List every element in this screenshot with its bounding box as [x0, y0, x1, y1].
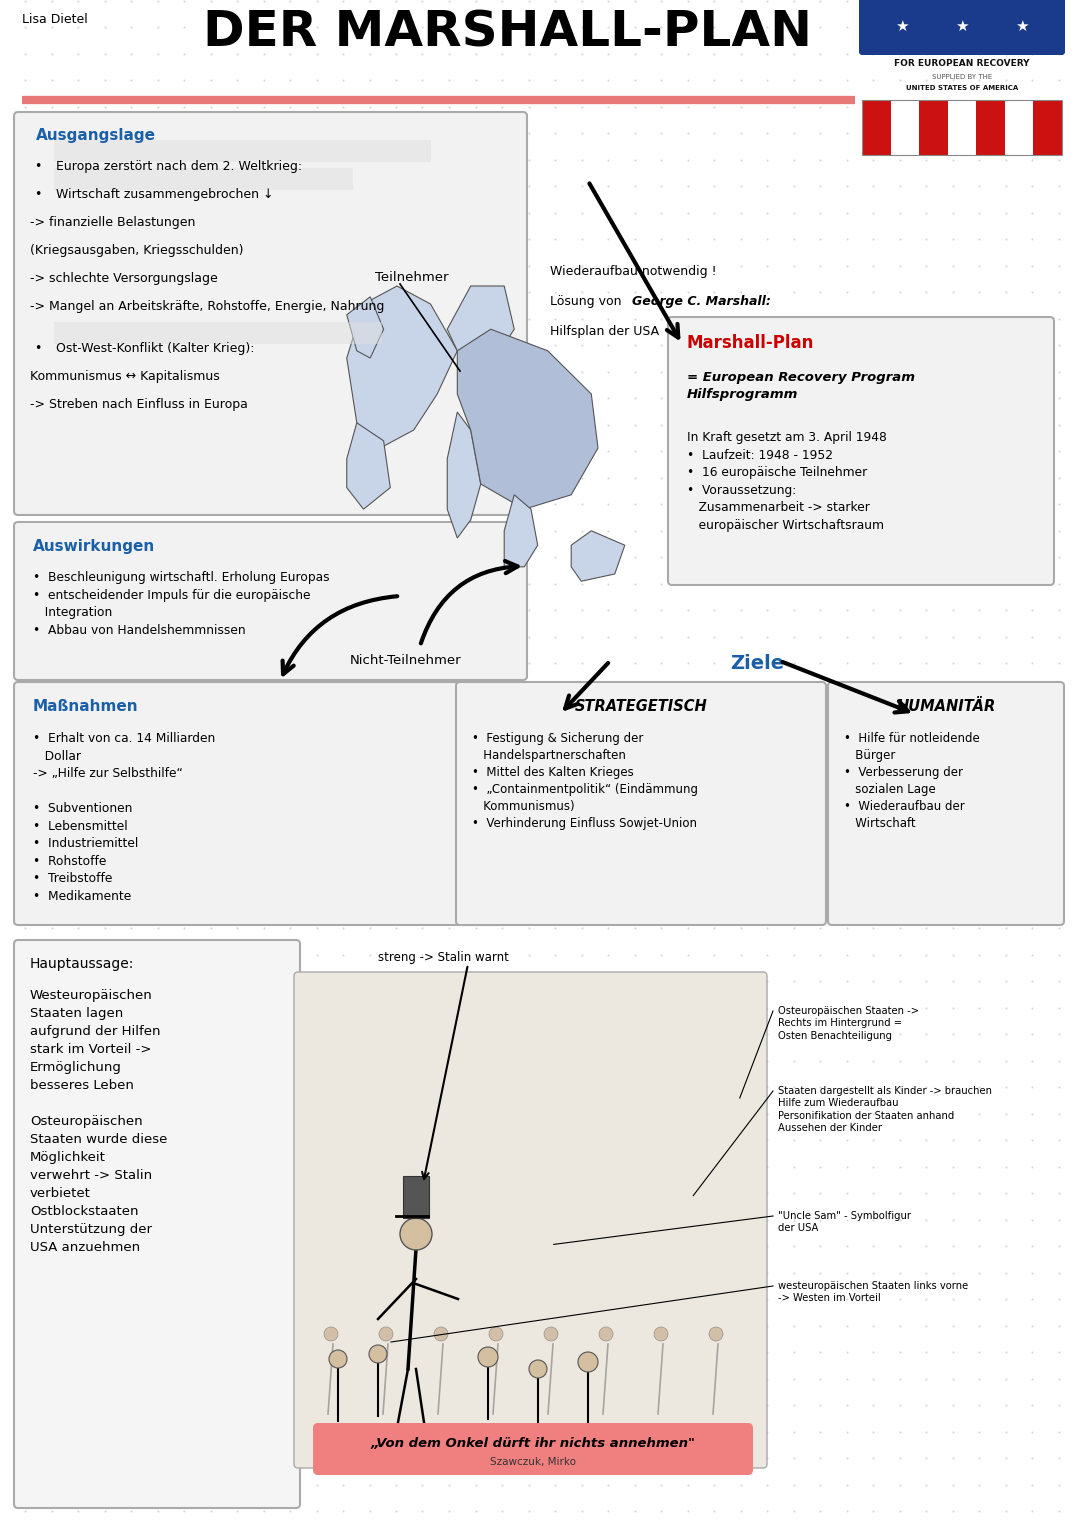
Text: Kommunismus ↔ Kapitalismus: Kommunismus ↔ Kapitalismus [30, 369, 219, 383]
Polygon shape [347, 423, 390, 510]
Text: -> finanzielle Belastungen: -> finanzielle Belastungen [30, 217, 195, 229]
Text: UNITED STATES OF AMERICA: UNITED STATES OF AMERICA [906, 85, 1018, 92]
Text: Wiederaufbau notwendig !: Wiederaufbau notwendig ! [550, 266, 717, 278]
Circle shape [578, 1352, 598, 1372]
Circle shape [599, 1328, 613, 1341]
Text: ★: ★ [955, 18, 969, 34]
Circle shape [324, 1328, 338, 1341]
Text: •: • [33, 188, 41, 201]
Text: •  Erhalt von ca. 14 Milliarden
   Dollar
-> „Hilfe zur Selbsthilfe“

•  Subvent: • Erhalt von ca. 14 Milliarden Dollar ->… [33, 732, 215, 902]
FancyBboxPatch shape [456, 682, 826, 925]
Bar [403, 1177, 429, 1218]
Text: Ziele: Ziele [730, 655, 784, 673]
Circle shape [434, 1328, 448, 1341]
Polygon shape [347, 285, 457, 449]
Circle shape [654, 1328, 669, 1341]
Circle shape [478, 1347, 498, 1367]
Text: HUMANITÄR: HUMANITÄR [896, 699, 996, 714]
Text: "Uncle Sam" - Symbolfigur
der USA: "Uncle Sam" - Symbolfigur der USA [778, 1212, 912, 1233]
Bar [948, 101, 976, 156]
Text: Ost-West-Konflikt (Kalter Krieg):: Ost-West-Konflikt (Kalter Krieg): [56, 342, 255, 356]
Text: (Kriegsausgaben, Kriegsschulden): (Kriegsausgaben, Kriegsschulden) [30, 244, 243, 256]
Text: -> Streben nach Einfluss in Europa: -> Streben nach Einfluss in Europa [30, 398, 248, 410]
Bar [919, 101, 948, 156]
Text: = European Recovery Program
Hilfsprogramm: = European Recovery Program Hilfsprogram… [687, 371, 915, 401]
FancyBboxPatch shape [54, 168, 353, 191]
Text: •  Beschleunigung wirtschaftl. Erholung Europas
•  entscheidender Impuls für die: • Beschleunigung wirtschaftl. Erholung E… [33, 571, 329, 636]
Text: Osteuropäischen Staaten ->
Rechts im Hintergrund =
Osten Benachteiligung: Osteuropäischen Staaten -> Rechts im Hin… [778, 1006, 919, 1041]
Text: SUPPLIED BY THE: SUPPLIED BY THE [932, 73, 993, 79]
Text: Lösung von: Lösung von [550, 295, 625, 308]
Bar [1004, 101, 1034, 156]
Text: •: • [33, 160, 41, 172]
Text: Nicht-Teilnehmer: Nicht-Teilnehmer [350, 655, 461, 667]
FancyBboxPatch shape [828, 682, 1064, 925]
Text: •  Festigung & Sicherung der
   Handelspartnerschaften
•  Mittel des Kalten Krie: • Festigung & Sicherung der Handelspartn… [472, 732, 698, 830]
FancyBboxPatch shape [14, 111, 527, 514]
Text: Lisa Dietel: Lisa Dietel [22, 14, 87, 26]
Text: ★: ★ [895, 18, 908, 34]
Text: FOR EUROPEAN RECOVERY: FOR EUROPEAN RECOVERY [894, 60, 1029, 69]
FancyBboxPatch shape [294, 972, 767, 1468]
Bar [862, 101, 1062, 156]
Text: westeuropäischen Staaten links vorne
-> Westen im Vorteil: westeuropäischen Staaten links vorne -> … [778, 1280, 969, 1303]
Circle shape [708, 1328, 723, 1341]
Text: Hilfsplan der USA: Hilfsplan der USA [550, 325, 659, 337]
Text: George C. Marshall:: George C. Marshall: [632, 295, 771, 308]
FancyBboxPatch shape [669, 317, 1054, 584]
Text: -> Mangel an Arbeitskräfte, Rohstoffe, Energie, Nahrung: -> Mangel an Arbeitskräfte, Rohstoffe, E… [30, 301, 384, 313]
Circle shape [369, 1344, 387, 1363]
Polygon shape [504, 494, 538, 566]
Text: Teilnehmer: Teilnehmer [375, 272, 448, 284]
FancyBboxPatch shape [14, 682, 507, 925]
Polygon shape [571, 531, 625, 581]
FancyBboxPatch shape [14, 522, 527, 681]
Text: streng -> Stalin warnt: streng -> Stalin warnt [378, 951, 509, 964]
FancyBboxPatch shape [54, 322, 382, 343]
Text: Auswirkungen: Auswirkungen [33, 539, 156, 554]
Text: Westeuropäischen
Staaten lagen
aufgrund der Hilfen
stark im Vorteil ->
Ermöglich: Westeuropäischen Staaten lagen aufgrund … [30, 989, 167, 1254]
Text: Marshall-Plan: Marshall-Plan [687, 334, 814, 353]
Polygon shape [457, 330, 598, 510]
Circle shape [329, 1351, 347, 1367]
Polygon shape [447, 285, 514, 365]
Circle shape [529, 1360, 546, 1378]
Text: STRATEGETISCH: STRATEGETISCH [575, 699, 707, 714]
Polygon shape [447, 412, 481, 539]
Circle shape [544, 1328, 558, 1341]
Text: Staaten dargestellt als Kinder -> brauchen
Hilfe zum Wiederaufbau
Personifikatio: Staaten dargestellt als Kinder -> brauch… [778, 1087, 993, 1134]
Bar [891, 101, 919, 156]
FancyBboxPatch shape [859, 0, 1065, 55]
Bar [1034, 101, 1062, 156]
Text: Ausgangslage: Ausgangslage [36, 128, 156, 143]
FancyBboxPatch shape [14, 940, 300, 1508]
Circle shape [400, 1218, 432, 1250]
Bar [976, 101, 1004, 156]
Text: Maßnahmen: Maßnahmen [33, 699, 138, 714]
Circle shape [379, 1328, 393, 1341]
Text: ★: ★ [1015, 18, 1029, 34]
Text: „Von dem Onkel dürft ihr nichts annehmen": „Von dem Onkel dürft ihr nichts annehmen… [370, 1437, 696, 1450]
Text: •  Hilfe für notleidende
   Bürger
•  Verbesserung der
   sozialen Lage
•  Wiede: • Hilfe für notleidende Bürger • Verbess… [843, 732, 980, 830]
Text: -> schlechte Versorgungslage: -> schlechte Versorgungslage [30, 272, 218, 285]
Bar [862, 101, 891, 156]
Text: Wirtschaft zusammengebrochen ↓: Wirtschaft zusammengebrochen ↓ [56, 188, 273, 201]
Text: In Kraft gesetzt am 3. April 1948
•  Laufzeit: 1948 - 1952
•  16 europäische Tei: In Kraft gesetzt am 3. April 1948 • Lauf… [687, 430, 887, 531]
Text: DER MARSHALL-PLAN: DER MARSHALL-PLAN [203, 8, 812, 56]
Text: Szawczuk, Mirko: Szawczuk, Mirko [490, 1457, 576, 1468]
Polygon shape [347, 296, 383, 359]
FancyBboxPatch shape [313, 1424, 753, 1476]
Circle shape [489, 1328, 503, 1341]
Text: •: • [33, 342, 41, 356]
FancyBboxPatch shape [54, 140, 431, 162]
Text: Europa zerstört nach dem 2. Weltkrieg:: Europa zerstört nach dem 2. Weltkrieg: [56, 160, 302, 172]
Text: Hauptaussage:: Hauptaussage: [30, 957, 134, 971]
